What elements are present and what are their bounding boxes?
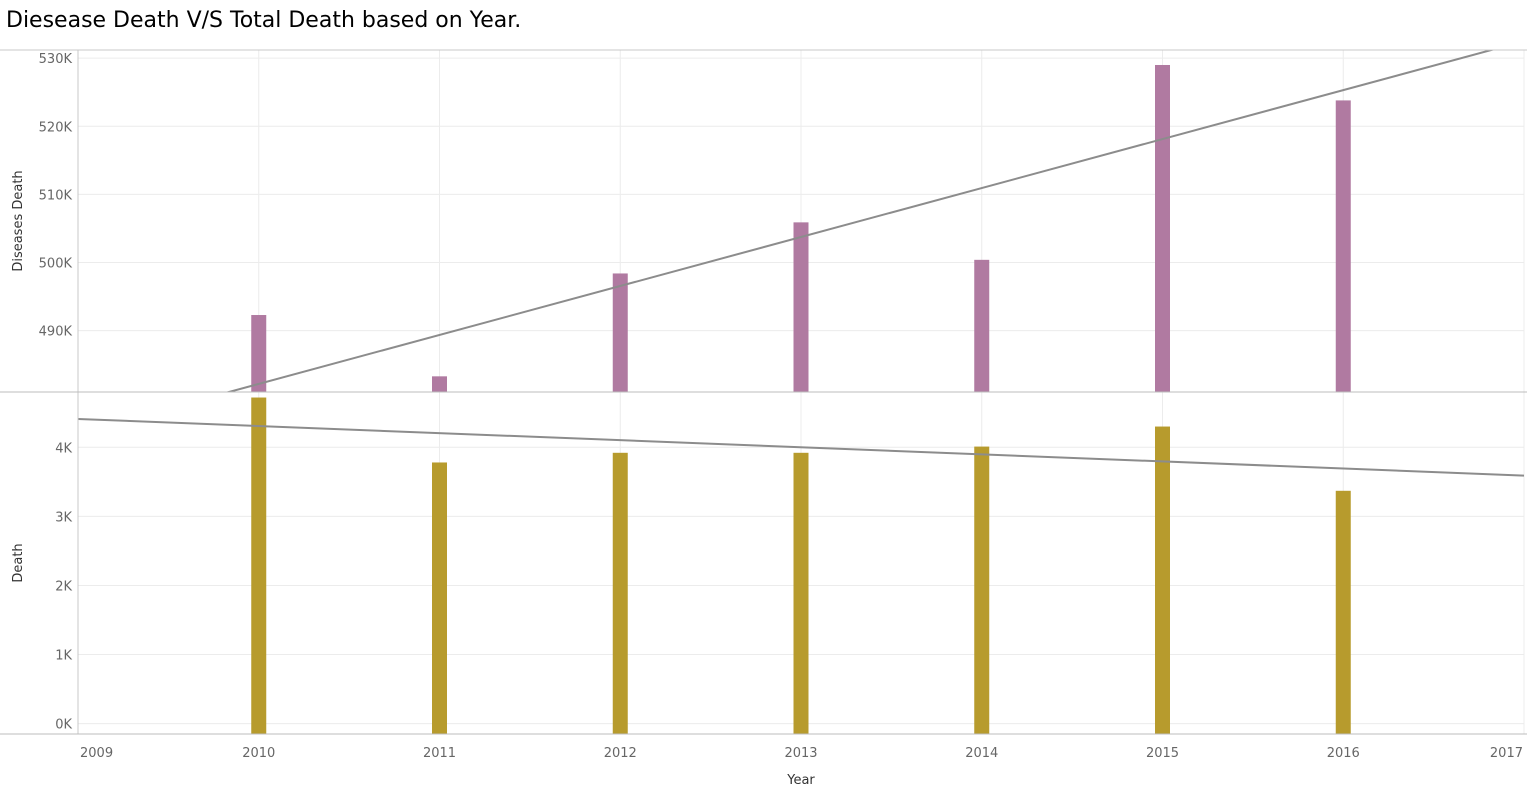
bar-diseases-2014: [974, 259, 990, 392]
y-tick-label: 1K: [55, 649, 72, 664]
y-tick-label: 500K: [39, 257, 73, 272]
x-tick-label: 2011: [423, 746, 456, 761]
bar-death-2013: [793, 452, 809, 734]
x-tick-label: 2013: [784, 746, 817, 761]
bar-diseases-2011: [432, 376, 447, 392]
trend-line-diseases: [225, 50, 1496, 392]
bar-diseases-2016: [1335, 100, 1351, 392]
trend-line-death: [78, 417, 1524, 477]
bar-death-2012: [612, 452, 628, 734]
x-axis-title: Year: [786, 773, 815, 788]
y-tick-label: 530K: [39, 52, 73, 67]
y-tick-label: 2K: [55, 579, 72, 594]
bar-diseases-2012: [612, 273, 628, 392]
x-tick-label: 2016: [1327, 746, 1360, 761]
x-tick-label: 2010: [242, 746, 275, 761]
y-tick-label: 510K: [39, 188, 73, 203]
bar-death-2015: [1155, 426, 1170, 734]
y-tick-label: 0K: [55, 718, 72, 733]
x-tick-label: 2014: [965, 746, 998, 761]
y-tick-label: 520K: [39, 120, 73, 135]
x-tick-label: 2009: [80, 746, 113, 761]
x-tick-label: 2012: [604, 746, 637, 761]
bar-death-2014: [974, 446, 990, 734]
chart-title: Diesease Death V/S Total Death based on …: [6, 8, 522, 33]
y-tick-label: 490K: [39, 325, 73, 340]
y-axis-title: Diseases Death: [11, 170, 26, 271]
bar-death-2016: [1335, 490, 1351, 734]
bar-diseases-2015: [1155, 64, 1170, 392]
x-tick-label: 2017: [1490, 746, 1523, 761]
bar-diseases-2010: [251, 315, 267, 392]
x-tick-label: 2015: [1146, 746, 1179, 761]
bar-diseases-2013: [793, 222, 809, 392]
bar-death-2010: [251, 397, 267, 734]
y-axis-title: Death: [11, 543, 26, 582]
y-tick-label: 4K: [55, 441, 72, 456]
bar-death-2011: [432, 462, 447, 734]
y-tick-label: 3K: [55, 510, 72, 525]
